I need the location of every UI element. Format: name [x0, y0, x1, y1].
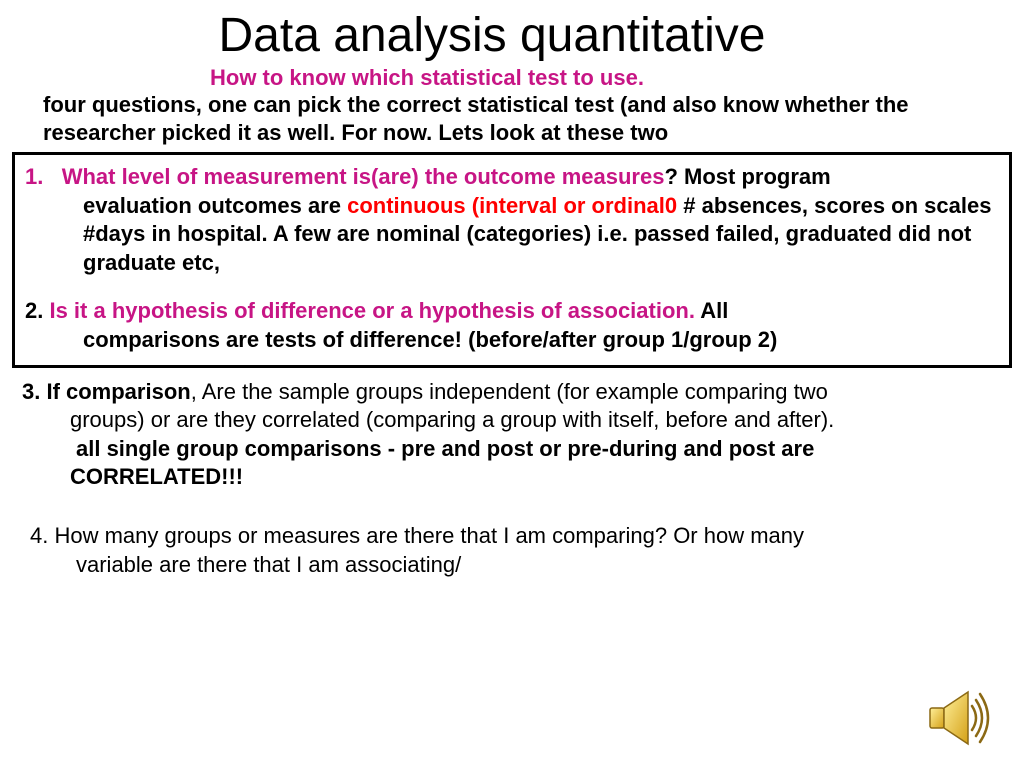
q2-lead: Is it a hypothesis of difference or a hy…: [43, 298, 700, 323]
q1-lead: What level of measurement is(are) the ou…: [62, 164, 665, 189]
q2-after-lead: All: [700, 298, 728, 323]
q3-bold2: CORRELATED!!!: [70, 463, 984, 492]
q1-red: continuous (interval or ordinal0: [347, 193, 677, 218]
q4-line2: variable are there that I am associating…: [76, 551, 984, 580]
q1-line2a: evaluation outcomes are: [83, 193, 347, 218]
q3-lead: 3. If comparison: [22, 379, 191, 404]
q3-plain1: , Are the sample groups independent (for…: [191, 379, 828, 404]
subtitle: How to know which statistical test to us…: [210, 65, 1024, 91]
boxed-questions: 1. What level of measurement is(are) the…: [12, 152, 1012, 368]
question-2: 2. Is it a hypothesis of difference or a…: [25, 297, 999, 354]
question-4: 4. How many groups or measures are there…: [30, 522, 984, 579]
q1-number: 1.: [25, 164, 43, 189]
speaker-icon: [922, 682, 994, 754]
question-3: 3. If comparison, Are the sample groups …: [22, 378, 984, 492]
q2-number: 2.: [25, 298, 43, 323]
q1-after-lead: ? Most program: [664, 164, 830, 189]
page-title: Data analysis quantitative: [0, 8, 1024, 63]
q1-body: evaluation outcomes are continuous (inte…: [83, 192, 999, 278]
q2-body: comparisons are tests of difference! (be…: [83, 326, 999, 355]
q4-line1: 4. How many groups or measures are there…: [30, 523, 804, 548]
q3-plain2: groups) or are they correlated (comparin…: [70, 406, 984, 435]
q3-bold1: all single group comparisons - pre and p…: [76, 435, 984, 464]
intro-text: four questions, one can pick the correct…: [43, 91, 964, 146]
question-1: 1. What level of measurement is(are) the…: [25, 163, 999, 277]
